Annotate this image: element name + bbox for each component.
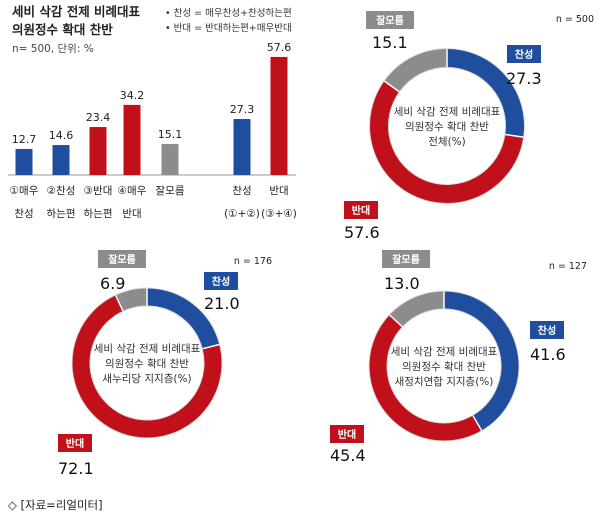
bar-category-label-5: 잘모름 bbox=[156, 185, 185, 197]
bar-category-sublabel-6: (①+②) bbox=[224, 208, 260, 220]
bar-5 bbox=[161, 144, 179, 175]
source-credit: ◇ [자료=리얼미터] bbox=[8, 498, 103, 512]
bar-value-label-5: 15.1 bbox=[158, 128, 183, 141]
donut-slice-separator bbox=[472, 415, 483, 431]
donut-slice-2 bbox=[370, 81, 524, 203]
donut-sample-size: n = 500 bbox=[556, 14, 594, 25]
donut-legend-name-2: 반대 bbox=[338, 428, 356, 441]
donut-center-label-1: 세비 삭감 전제 비례대표 bbox=[394, 106, 501, 118]
donut-slice-3 bbox=[115, 288, 148, 311]
bar-category-label-2: ②찬성 bbox=[47, 185, 76, 197]
donut-slice-1 bbox=[443, 291, 519, 431]
donut-center-label-2: 의원정수 확대 찬반 bbox=[105, 357, 189, 370]
donut-center-label-3: 전체(%) bbox=[428, 136, 466, 148]
bar-chart-panel: 세비 삭감 전제 비례대표 의원정수 확대 찬반 n= 500, 단위: % •… bbox=[0, 0, 300, 240]
bar-value-label-2: 14.6 bbox=[49, 129, 74, 142]
bar-category-label-6: 찬성 bbox=[232, 185, 251, 197]
donut-legend-badge-3 bbox=[98, 250, 146, 268]
donut-center-label-1: 세비 삭감 전제 비례대표 bbox=[391, 346, 498, 358]
donut-legend-name-3: 잘모름 bbox=[392, 254, 420, 266]
bar-category-sublabel-1: 찬성 bbox=[14, 208, 33, 220]
donut-legend-badge-1 bbox=[507, 45, 541, 63]
bar-value-label-1: 12.7 bbox=[12, 133, 37, 146]
donut-legend-badge-3 bbox=[366, 11, 414, 29]
bar-category-label-1: ①매우 bbox=[10, 185, 39, 197]
bar-3 bbox=[89, 127, 107, 175]
bar-value-label-6: 27.3 bbox=[230, 103, 255, 116]
donut-legend-name-3: 잘모름 bbox=[376, 15, 404, 27]
donut-legend-name-1: 찬성 bbox=[212, 275, 230, 288]
donut-legend-badge-3 bbox=[382, 250, 430, 268]
bar-1 bbox=[15, 148, 33, 175]
donut-slice-separator bbox=[389, 314, 403, 328]
donut-slice-separator bbox=[505, 133, 524, 138]
donut-legend-name-2: 반대 bbox=[352, 204, 370, 217]
donut-legend-name-2: 반대 bbox=[66, 437, 84, 450]
donut-legend-name-3: 잘모름 bbox=[108, 254, 136, 266]
donut-value-label-1: 41.6 bbox=[530, 345, 566, 364]
donut-slice-2 bbox=[369, 315, 482, 441]
donut-value-label-3: 6.9 bbox=[100, 274, 125, 293]
donut-legend-badge-2 bbox=[344, 201, 378, 219]
donut-center-label-3: 새누리당 지지층(%) bbox=[102, 373, 191, 385]
bar-value-label-4: 34.2 bbox=[120, 89, 145, 102]
donut-legend-badge-2 bbox=[330, 425, 364, 443]
donut-legend-name-1: 찬성 bbox=[515, 48, 533, 61]
bar-value-label-3: 23.4 bbox=[86, 111, 111, 124]
donut-legend-badge-1 bbox=[530, 321, 564, 339]
donut-slice-3 bbox=[389, 291, 445, 327]
donut-slice-2 bbox=[72, 295, 222, 438]
bar-7 bbox=[270, 56, 288, 175]
donut-slice-3 bbox=[384, 49, 448, 92]
donut-center-label-2: 의원정수 확대 찬반 bbox=[405, 120, 489, 133]
bar-chart: 세비 삭감 전제 비례대표 의원정수 확대 찬반 n= 500, 단위: % •… bbox=[8, 4, 297, 220]
donut-slice-separator bbox=[115, 295, 124, 312]
bar-2 bbox=[52, 145, 70, 175]
donut-value-label-2: 72.1 bbox=[58, 459, 94, 478]
donut-value-label-3: 15.1 bbox=[372, 33, 408, 52]
donut-legend-badge-2 bbox=[58, 434, 92, 452]
donut-center-label-1: 세비 삭감 전제 비례대표 bbox=[94, 343, 201, 355]
donut-legend-name-1: 찬성 bbox=[538, 324, 556, 337]
bar-category-sublabel-2: 하는편 bbox=[47, 207, 76, 220]
donut-slice-separator bbox=[202, 343, 220, 350]
bar-chart-title-line-1: 세비 삭감 전제 비례대표 bbox=[12, 4, 141, 19]
bar-chart-note-oppose: • 반대 = 반대하는편+매우반대 bbox=[165, 22, 292, 34]
donut-value-label-1: 27.3 bbox=[506, 69, 542, 88]
bar-category-sublabel-3: 하는편 bbox=[84, 207, 113, 220]
bar-chart-subtitle: n= 500, 단위: % bbox=[12, 42, 94, 55]
bar-chart-title-line-2: 의원정수 확대 찬반 bbox=[12, 22, 113, 37]
bar-value-label-7: 57.6 bbox=[267, 41, 292, 54]
bar-category-sublabel-4: 반대 bbox=[122, 208, 141, 220]
donut-value-label-1: 21.0 bbox=[204, 294, 240, 313]
bar-category-label-4: ④매우 bbox=[118, 185, 147, 197]
bar-4 bbox=[123, 104, 141, 175]
donut-value-label-3: 13.0 bbox=[384, 274, 420, 293]
donut-center-label-2: 의원정수 확대 찬반 bbox=[402, 360, 486, 373]
donut-slice-1 bbox=[146, 288, 220, 350]
donut-value-label-2: 57.6 bbox=[344, 223, 380, 242]
donut-slice-separator bbox=[383, 80, 400, 93]
bar-chart-note-favor: • 찬성 = 매우찬성+찬성하는편 bbox=[165, 7, 292, 19]
donut-sample-size: n = 127 bbox=[549, 261, 587, 272]
bar-category-label-3: ③반대 bbox=[84, 185, 113, 197]
donut-sample-size: n = 176 bbox=[234, 256, 272, 267]
donut-value-label-2: 45.4 bbox=[330, 446, 366, 465]
bar-category-label-7: 반대 bbox=[269, 185, 288, 197]
bar-category-sublabel-7: (③+④) bbox=[261, 208, 297, 220]
bar-6 bbox=[233, 119, 251, 175]
donut-legend-badge-1 bbox=[204, 272, 238, 290]
donut-center-label-3: 새정치연합 지지층(%) bbox=[395, 376, 494, 388]
donut-slice-1 bbox=[446, 49, 524, 138]
